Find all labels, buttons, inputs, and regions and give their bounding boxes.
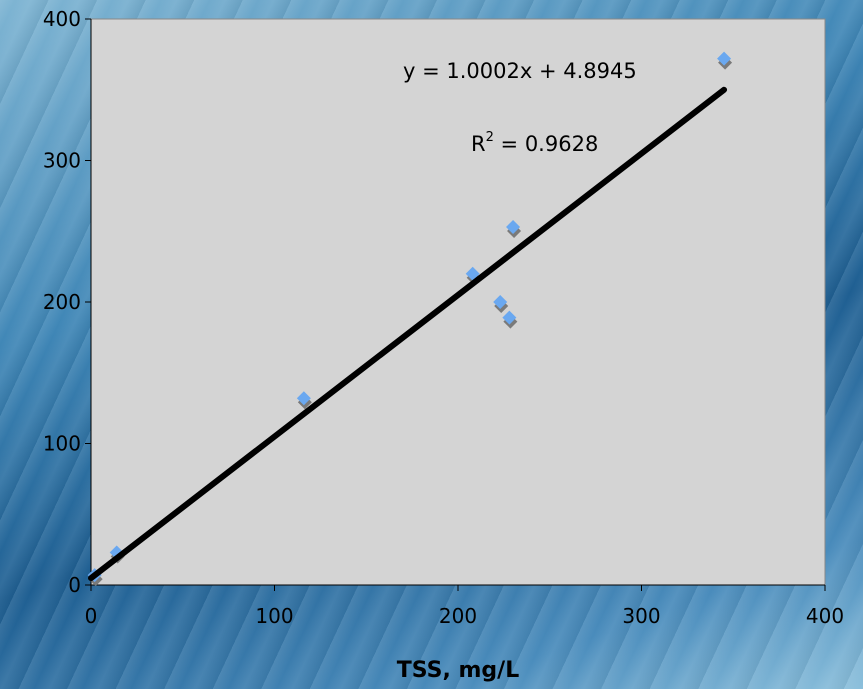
x-axis: 0 100 200 300 400 <box>85 584 844 628</box>
r-squared-label: R2 = 0.9628 <box>471 130 598 156</box>
data-point <box>502 310 518 329</box>
data-point-marker <box>296 391 311 406</box>
data-point <box>717 51 733 70</box>
data-point <box>506 220 522 239</box>
data-point-marker <box>465 266 480 281</box>
trendline-equation: y = 1.0002x + 4.8945 <box>403 59 637 83</box>
y-axis: 0 100 200 300 400 <box>43 7 92 597</box>
y-tick-label: 300 <box>43 149 81 173</box>
data-point-marker <box>506 220 521 235</box>
x-tick-label: 0 <box>85 604 98 628</box>
x-tick-label: 100 <box>255 604 293 628</box>
data-point-marker <box>502 310 517 325</box>
x-tick-label: 300 <box>622 604 660 628</box>
trendline <box>88 86 728 582</box>
x-axis-title: TSS, mg/L <box>397 658 519 683</box>
x-tick-label: 400 <box>806 604 844 628</box>
plot-area <box>90 18 826 586</box>
y-tick-label: 400 <box>43 7 81 31</box>
data-point <box>296 391 312 410</box>
y-tick-label: 0 <box>68 573 81 597</box>
data-point <box>493 295 509 313</box>
y-tick-label: 200 <box>43 290 81 314</box>
y-tick-label: 100 <box>43 432 81 456</box>
x-tick-label: 200 <box>439 604 477 628</box>
data-point-marker <box>717 51 732 66</box>
data-point-marker <box>493 295 508 309</box>
